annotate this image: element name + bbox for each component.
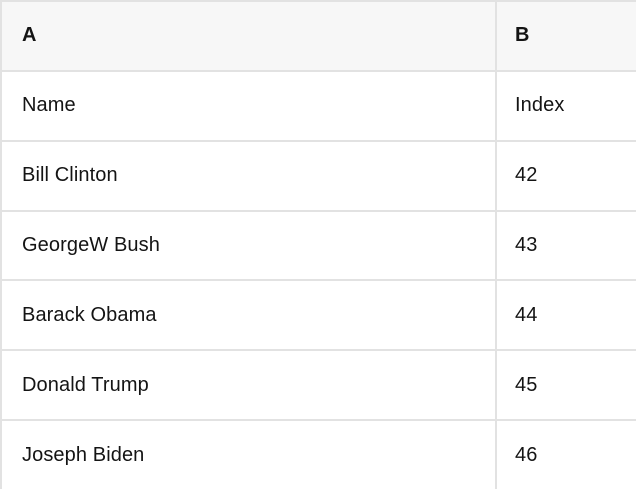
cell-index-46[interactable]: 46 [515,443,538,466]
table-row: Donald Trump 45 [2,351,636,422]
cell-name-joseph-biden[interactable]: Joseph Biden [2,421,497,489]
cell-index-42[interactable]: 42 [515,164,538,187]
cell-index-header[interactable]: Index [515,94,565,117]
table-row: Joseph Biden 46 [2,421,636,489]
cell-index-45[interactable]: 45 [515,373,538,396]
cell-name-donald-trump[interactable]: Donald Trump [2,351,497,420]
cell-name-bill-clinton[interactable]: Bill Clinton [2,141,497,210]
column-header-b[interactable]: B [515,24,530,47]
table-row: Bill Clinton 42 [2,141,636,212]
cell-index-44[interactable]: 44 [515,303,538,326]
cell-index-43[interactable]: 43 [515,234,538,256]
column-header-a[interactable]: A [2,2,497,70]
cell-name-header[interactable]: Name [2,71,497,140]
table-row: Name Index [2,71,636,142]
cell-name-georgew-bush[interactable]: GeorgeW Bush [2,211,497,280]
table-row: Barack Obama 44 [2,281,636,352]
column-header-row: A B [2,2,636,72]
table-row: GeorgeW Bush 43 [2,211,636,282]
cell-name-barack-obama[interactable]: Barack Obama [2,281,497,350]
